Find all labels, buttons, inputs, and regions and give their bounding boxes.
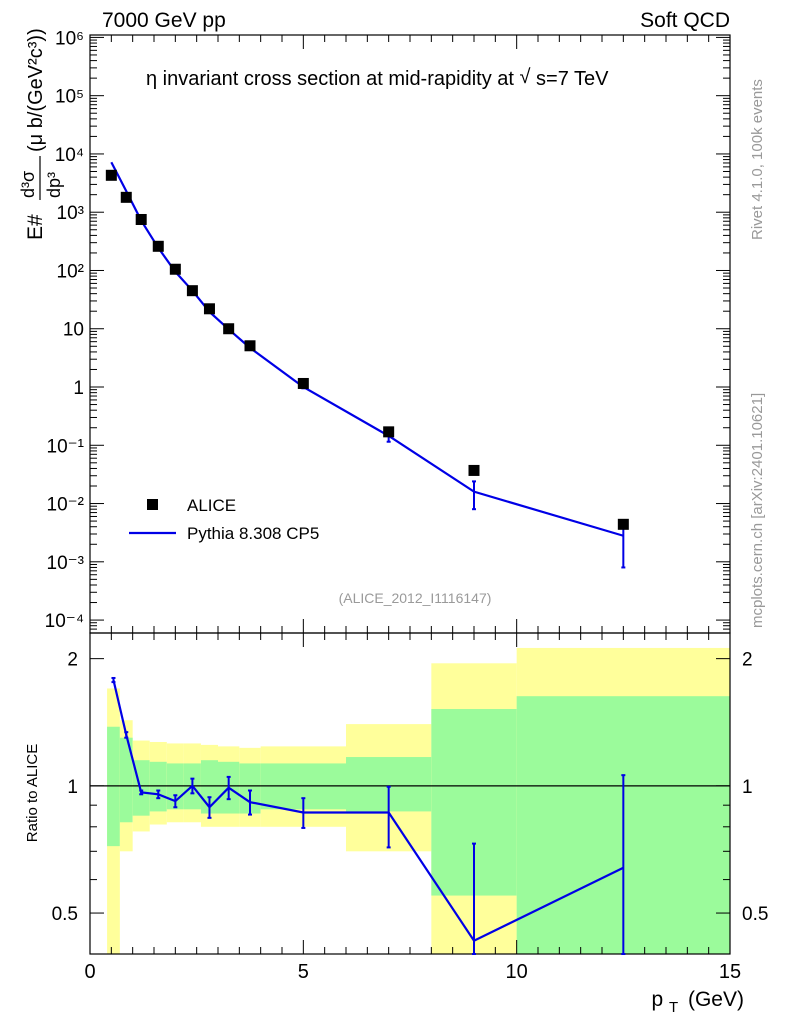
main-y-tick-label: 10	[63, 320, 84, 341]
legend-alice-label: ALICE	[187, 496, 236, 515]
mcplots-credit: mcplots.cern.ch [arXiv:2401.10621]	[749, 393, 766, 628]
alice-point	[617, 518, 629, 530]
main-y-tick-label: 1	[73, 378, 84, 399]
main-plot-frame	[89, 34, 731, 634]
ratio-y-tick-label: 2	[67, 650, 78, 671]
alice-point	[383, 426, 395, 438]
legend-alice-marker	[147, 499, 158, 510]
alice-point	[297, 377, 309, 389]
main-y-axis: 10⁻⁴ 10⁻³ 10⁻² 10⁻¹ 1 10 10² 10³ 10⁴ 10⁵ 10⁶	[45, 28, 730, 634]
main-y-tick-label: 10²	[57, 261, 84, 282]
ratio-green-band	[149, 761, 167, 812]
plot-title: η invariant cross section at mid-rapidit…	[146, 66, 609, 90]
x-axis-label-main: p	[651, 988, 663, 1011]
main-y-tick-label: 10⁶	[55, 28, 84, 49]
ratio-green-band	[119, 737, 133, 823]
ratio-y-axis-label: Ratio to ALICE	[24, 744, 41, 842]
x-axis-label: p T (GeV)	[651, 988, 744, 1017]
plot-title-prefix: η invariant cross section at mid-rapidit…	[146, 68, 514, 90]
main-y-tick-label: 10⁻²	[47, 495, 85, 516]
main-y-axis-label: E# d³σ dp³ (μ b/(GeV²c³))	[18, 28, 64, 240]
main-ylabel-units: (μ b/(GeV²c³))	[25, 28, 47, 152]
plot-title-sqrt: √	[520, 66, 531, 88]
alice-point	[105, 169, 117, 181]
ratio-y-tick-label-right: 1	[742, 777, 753, 798]
x-tick-label: 0	[84, 961, 95, 983]
legend-pythia-label: Pythia 8.308 CP5	[187, 524, 319, 543]
main-ylabel-numerator: d³σ	[18, 171, 38, 198]
ratio-y-tick-label: 0.5	[52, 904, 78, 925]
main-x-axis	[89, 35, 731, 633]
alice-point	[468, 464, 480, 476]
main-ylabel-prefix: E#	[24, 214, 47, 240]
main-series-layer	[105, 161, 629, 569]
legend: ALICE Pythia 8.308 CP5	[129, 496, 319, 543]
ratio-y-tick-label-right: 0.5	[742, 904, 768, 925]
ratio-series-layer	[111, 676, 626, 955]
pythia-line	[110, 161, 624, 537]
alice-point	[244, 340, 256, 352]
header-right: Soft QCD	[640, 9, 730, 32]
rivet-credit: Rivet 4.1.0, 100k events	[749, 79, 766, 240]
x-axis-label-units: (GeV)	[688, 988, 744, 1011]
x-tick-label: 15	[719, 961, 741, 983]
ratio-green-band	[239, 763, 261, 814]
plot-title-suffix: s=7 TeV	[536, 68, 609, 90]
alice-point	[223, 323, 235, 335]
analysis-label: (ALICE_2012_I1116147)	[339, 590, 492, 606]
ratio-x-axis: 0 5 10 15	[84, 633, 741, 983]
alice-point	[186, 285, 198, 297]
alice-point	[135, 213, 147, 225]
main-y-tick-label: 10⁴	[55, 145, 84, 166]
alice-point	[203, 303, 215, 315]
ratio-y-tick-label: 1	[67, 777, 78, 798]
x-axis-label-sub: T	[669, 999, 678, 1016]
main-ylabel-denominator: dp³	[44, 172, 64, 198]
main-y-tick-label: 10⁻⁴	[45, 611, 84, 632]
header-left: 7000 GeV pp	[102, 9, 226, 32]
main-y-tick-label: 10⁵	[55, 87, 84, 108]
alice-point	[169, 263, 181, 275]
main-y-tick-label: 10³	[57, 203, 84, 224]
x-tick-label: 10	[506, 961, 528, 983]
main-y-tick-label: 10⁻³	[47, 553, 85, 574]
ratio-y-tick-label-right: 2	[742, 650, 753, 671]
alice-point	[120, 191, 132, 203]
alice-point	[152, 240, 164, 252]
ratio-uncertainty-bands	[107, 647, 730, 954]
main-y-tick-label: 10⁻¹	[47, 436, 85, 457]
x-tick-label: 5	[298, 961, 309, 983]
